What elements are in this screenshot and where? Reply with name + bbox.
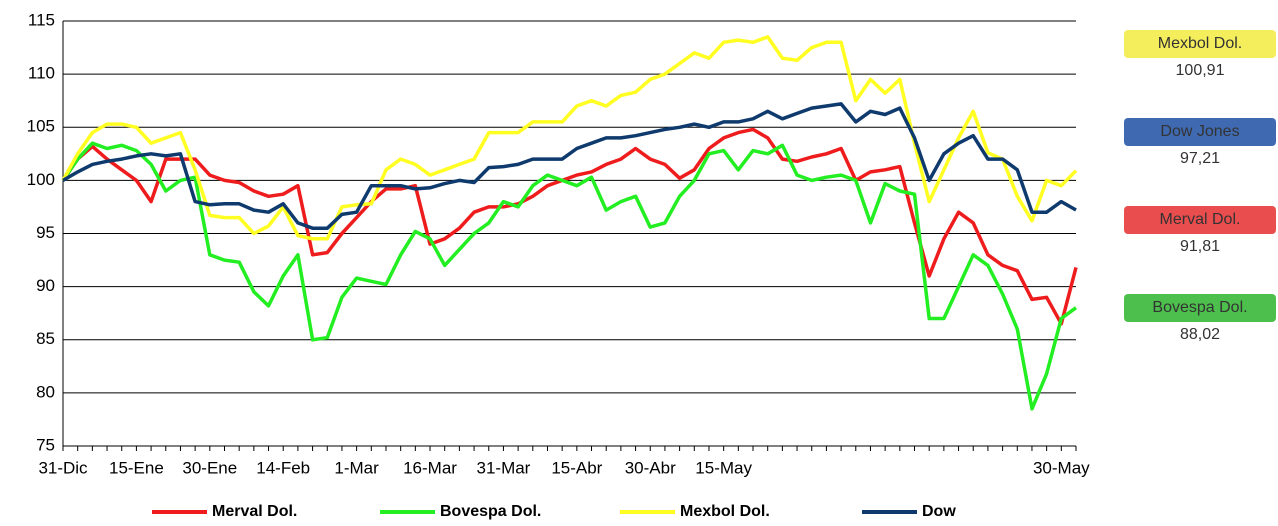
x-tick-label: 14-Feb <box>256 458 310 477</box>
callout-tab <box>1124 118 1276 146</box>
x-tick-label: 16-Mar <box>403 458 457 477</box>
series-line <box>62 102 1077 230</box>
x-tick-label: 15-Ene <box>109 458 164 477</box>
callout-title: Bovespa Dol. <box>1152 299 1247 316</box>
y-tick-label: 95 <box>36 223 55 242</box>
callout: Dow Jones 97,21 <box>1124 118 1276 167</box>
callout-tab <box>1124 206 1276 234</box>
legend-label: Bovespa Dol. <box>440 503 541 520</box>
y-tick-label: 80 <box>36 382 55 401</box>
x-tick-label: 15-Abr <box>551 458 602 477</box>
series-line <box>61 127 1078 326</box>
callout-title: Mexbol Dol. <box>1158 35 1242 52</box>
x-tick-label: 30-Ene <box>182 458 237 477</box>
series-line <box>61 35 1078 241</box>
callout: Bovespa Dol. 88,02 <box>1124 294 1276 343</box>
y-tick-label: 75 <box>36 435 55 454</box>
callout-value: 100,91 <box>1176 62 1225 79</box>
legend-label: Merval Dol. <box>212 503 297 520</box>
y-tick-label: 90 <box>36 276 55 295</box>
y-tick-label: 100 <box>27 170 55 189</box>
y-tick-label: 85 <box>36 329 55 348</box>
y-tick-label: 105 <box>27 117 55 136</box>
callout: Mexbol Dol. 100,91 <box>1124 30 1276 79</box>
x-tick-label: 30-Abr <box>625 458 676 477</box>
callout-title: Merval Dol. <box>1160 211 1241 228</box>
callout-value: 97,21 <box>1180 150 1220 167</box>
callout: Merval Dol. 91,81 <box>1124 206 1276 255</box>
legend-label: Mexbol Dol. <box>680 503 770 520</box>
x-tick-label: 31-Dic <box>38 458 88 477</box>
x-tick-label: 30-May <box>1033 458 1090 477</box>
x-tick-label: 15-May <box>695 458 752 477</box>
series-line <box>61 141 1078 411</box>
legend: Merval Dol. Bovespa Dol. Mexbol Dol. Dow <box>152 503 956 520</box>
callout-value: 91,81 <box>1180 238 1220 255</box>
y-tick-label: 110 <box>28 64 55 83</box>
y-tick-label: 115 <box>28 10 55 29</box>
callout-tab <box>1124 294 1276 322</box>
callout-tab <box>1124 30 1276 58</box>
legend-label: Dow <box>922 503 956 520</box>
x-tick-label: 1-Mar <box>334 458 379 477</box>
x-tick-label: 31-Mar <box>477 458 531 477</box>
callout-title: Dow Jones <box>1160 123 1239 140</box>
callout-value: 88,02 <box>1180 326 1220 343</box>
